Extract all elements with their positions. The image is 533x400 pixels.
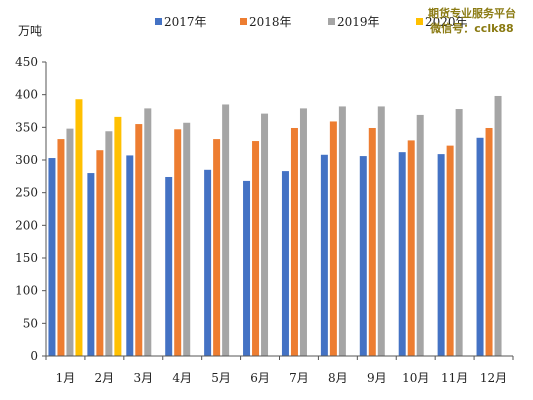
bar	[66, 128, 74, 356]
bar	[48, 158, 56, 356]
watermark: 期货专业服务平台 微信号：cclk88	[412, 6, 532, 36]
y-tick-label: 400	[15, 88, 38, 102]
bar	[398, 152, 406, 356]
x-tick-label: 5月	[211, 371, 231, 385]
bar	[281, 171, 289, 356]
bar	[204, 169, 212, 356]
legend-swatch	[328, 18, 335, 25]
bar	[213, 139, 221, 356]
bar	[446, 145, 454, 356]
y-tick-label: 150	[15, 251, 38, 265]
bars	[48, 95, 502, 357]
bar	[290, 127, 298, 356]
x-tick-label: 11月	[441, 371, 468, 385]
bar	[75, 99, 83, 357]
legend-swatch	[240, 18, 247, 25]
bar	[485, 127, 493, 356]
watermark-line2: 微信号：cclk88	[430, 22, 514, 35]
bar	[57, 139, 65, 356]
bar	[174, 129, 182, 356]
bar	[222, 104, 230, 356]
x-tick-label: 9月	[367, 371, 387, 385]
y-tick-label: 300	[15, 153, 38, 167]
bar	[455, 109, 463, 356]
y-axis: 0 50 100 150 200 250 300 350 400 450	[15, 55, 47, 363]
x-tick-label: 2月	[95, 371, 115, 385]
bar	[183, 122, 191, 356]
bar	[416, 114, 424, 356]
bar	[261, 113, 269, 356]
y-unit-label: 万吨	[18, 24, 42, 38]
x-tick-label: 8月	[328, 371, 348, 385]
legend-label: 2018年	[249, 15, 292, 29]
x-tick-label: 3月	[133, 371, 153, 385]
bar	[437, 154, 445, 356]
legend: 2017年 2018年 2019年 2020年	[155, 15, 468, 29]
bar	[135, 124, 143, 356]
bar	[320, 154, 328, 356]
x-tick-label: 10月	[402, 371, 429, 385]
bar	[165, 176, 173, 356]
x-tick-label: 4月	[172, 371, 192, 385]
bar	[252, 141, 260, 356]
bar	[126, 155, 134, 356]
x-tick-label: 1月	[56, 371, 76, 385]
bar	[329, 121, 337, 356]
bar	[368, 127, 376, 356]
bar	[105, 131, 113, 356]
legend-swatch	[416, 18, 423, 25]
bar	[476, 137, 484, 356]
x-tick-label: 12月	[480, 371, 507, 385]
bar	[359, 156, 367, 356]
legend-label: 2017年	[164, 15, 207, 29]
bar	[243, 180, 251, 356]
bar	[114, 116, 122, 356]
legend-swatch	[155, 18, 162, 25]
x-tick-label: 6月	[250, 371, 270, 385]
bar	[338, 106, 346, 356]
y-tick-label: 350	[15, 120, 38, 134]
x-tick-label: 7月	[289, 371, 309, 385]
y-tick-label: 50	[23, 316, 38, 330]
y-tick-label: 450	[15, 55, 38, 69]
y-tick-label: 100	[15, 284, 38, 298]
legend-label: 2019年	[337, 15, 380, 29]
x-axis: 1月 2月 3月 4月 5月 6月 7月 8月 9月 10月 11月 12月	[45, 355, 514, 385]
bar	[96, 150, 104, 356]
legend-label: 2020年	[425, 15, 468, 29]
bar	[87, 173, 95, 356]
bar	[494, 95, 502, 357]
bar	[407, 140, 415, 356]
watermark-line1: 期货专业服务平台	[428, 7, 516, 20]
y-tick-label: 0	[30, 349, 38, 363]
bar	[299, 108, 307, 357]
y-tick-label: 250	[15, 186, 38, 200]
y-tick-label: 200	[15, 218, 38, 232]
bar	[377, 106, 385, 356]
bar	[144, 108, 152, 357]
